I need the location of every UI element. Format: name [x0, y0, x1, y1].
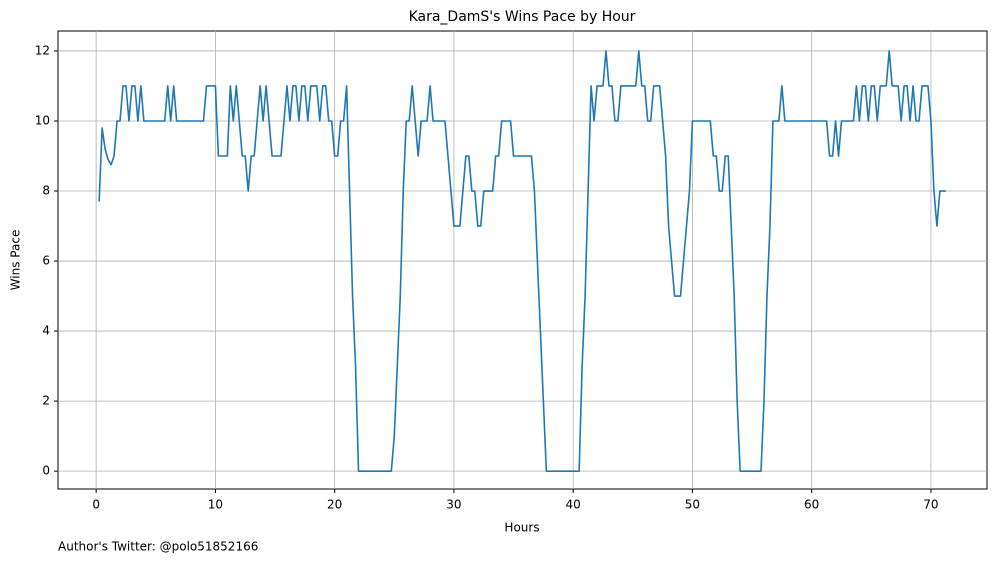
y-tick-label: 0 [42, 464, 50, 478]
x-tick-label: 0 [92, 498, 100, 512]
y-axis-label: Wins Pace [9, 230, 23, 291]
footnote: Author's Twitter: @polo51852166 [58, 540, 258, 554]
x-tick-label: 40 [566, 498, 581, 512]
plot-frame [57, 30, 988, 490]
y-tick-label: 6 [42, 254, 50, 268]
y-tick-label: 12 [35, 43, 50, 57]
y-tick-label: 4 [42, 324, 50, 338]
x-tick-label: 30 [446, 498, 461, 512]
x-tick-label: 10 [208, 498, 223, 512]
x-tick-label: 50 [685, 498, 700, 512]
y-tick-label: 10 [35, 113, 50, 127]
data-line [98, 50, 946, 472]
x-tick-label: 20 [327, 498, 342, 512]
x-tick-label: 70 [923, 498, 938, 512]
y-tick-label: 8 [42, 184, 50, 198]
x-tick-label: 60 [804, 498, 819, 512]
chart-title: Kara_DamS's Wins Pace by Hour [409, 9, 636, 25]
x-axis-label: Hours [504, 521, 539, 535]
y-tick-label: 2 [42, 394, 50, 408]
